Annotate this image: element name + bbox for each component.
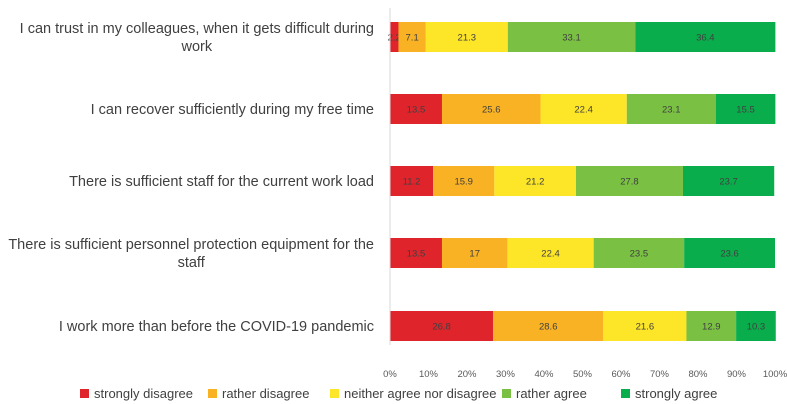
bar-segment	[441, 238, 508, 268]
x-tick-label: 60%	[611, 369, 631, 380]
category-label: I can recover sufficiently during my fre…	[91, 102, 374, 118]
category-label: I can trust in my colleagues, when it ge…	[20, 21, 374, 37]
bar-segment	[507, 22, 636, 52]
bar-segment	[575, 166, 683, 196]
data-label: 11.2	[403, 177, 421, 188]
category-label: There is sufficient personnel protection…	[8, 237, 374, 253]
x-axis: 0% 10% 20% 30% 40% 50% 60% 70% 80% 90% 100%	[383, 8, 787, 380]
legend-swatch	[502, 389, 511, 398]
x-tick-label: 50%	[573, 369, 593, 380]
legend-swatch	[621, 389, 630, 398]
legend-label: neither agree nor disagree	[344, 386, 497, 401]
category-label: There is sufficient staff for the curren…	[69, 174, 374, 190]
x-tick-label: 10%	[419, 369, 439, 380]
data-label: 17	[469, 249, 480, 260]
bar-segment	[390, 238, 442, 268]
data-label: 21.2	[526, 177, 545, 188]
legend-label: rather disagree	[222, 386, 310, 401]
x-tick-label: 30%	[496, 369, 516, 380]
bar-segment	[736, 311, 776, 341]
bar-segment	[390, 22, 399, 52]
data-label: 7.1	[406, 33, 419, 44]
legend-swatch	[208, 389, 217, 398]
x-tick-label: 90%	[727, 369, 747, 380]
x-tick-label: 80%	[688, 369, 708, 380]
data-label: 12.9	[702, 322, 721, 333]
bar-segment	[390, 311, 494, 341]
data-label: 15.9	[454, 177, 473, 188]
legend-swatch	[330, 389, 339, 398]
stacked-bar-chart: I can trust in my colleagues, when it ge…	[8, 8, 787, 380]
bar-segment	[626, 94, 716, 124]
bar-segment	[540, 94, 627, 124]
bar-segment	[635, 22, 776, 52]
bar-segment	[433, 166, 495, 196]
data-label: 13.5	[407, 105, 426, 116]
data-label: 23.5	[630, 249, 649, 260]
category-labels: I can trust in my colleagues, when it ge…	[8, 21, 374, 335]
x-tick-label: 100%	[763, 369, 787, 380]
data-label: 23.1	[662, 105, 681, 116]
data-label: 22.4	[574, 105, 593, 116]
bar-segment	[494, 166, 576, 196]
legend-item: neither agree nor disagree	[330, 386, 497, 401]
legend-item: rather disagree	[208, 386, 309, 401]
data-label: 10.3	[747, 322, 766, 333]
bar-segment	[593, 238, 685, 268]
bar-segment	[441, 94, 541, 124]
category-label: staff	[178, 255, 206, 271]
bar-segment	[603, 311, 687, 341]
bar-segment	[390, 94, 442, 124]
bar-segment	[686, 311, 737, 341]
x-tick-label: 70%	[650, 369, 670, 380]
legend-item: strongly agree	[621, 386, 717, 401]
data-label: 2.2	[388, 33, 401, 44]
bar-segment	[715, 94, 776, 124]
bar-segment	[684, 238, 775, 268]
data-label: 28.6	[539, 322, 558, 333]
data-label: 22.4	[541, 249, 560, 260]
bar-segment	[425, 22, 508, 52]
data-label: 36.4	[696, 33, 715, 44]
x-tick-label: 0%	[383, 369, 397, 380]
bar-segment	[493, 311, 604, 341]
legend-label: strongly agree	[635, 386, 718, 401]
legend-item: strongly disagree	[80, 386, 193, 401]
bar-segment	[398, 22, 426, 52]
data-label: 33.1	[562, 33, 581, 44]
x-tick-label: 40%	[534, 369, 554, 380]
bar-segment	[682, 166, 775, 196]
legend-label: rather agree	[516, 386, 587, 401]
data-label: 25.6	[482, 105, 501, 116]
data-label: 23.7	[719, 177, 738, 188]
data-label: 21.6	[636, 322, 655, 333]
data-label: 23.6	[720, 249, 739, 260]
data-label: 27.8	[620, 177, 639, 188]
x-tick-label: 20%	[457, 369, 477, 380]
data-label: 13.5	[407, 249, 426, 260]
category-label: I work more than before the COVID-19 pan…	[59, 319, 374, 335]
bar-segment	[507, 238, 594, 268]
data-label: 15.5	[736, 105, 755, 116]
data-label: 21.3	[458, 33, 477, 44]
data-label: 26.8	[432, 322, 451, 333]
legend-label: strongly disagree	[94, 386, 193, 401]
bar-segment	[390, 166, 434, 196]
bars: 2.2 7.1 21.3 33.1 36.4 13.5 25.6 22.4 23.1 15.5 11…	[388, 22, 776, 341]
category-label: work	[181, 39, 213, 55]
legend-swatch	[80, 389, 89, 398]
legend: strongly disagree rather disagree neither …	[0, 382, 787, 404]
legend-item: rather agree	[502, 386, 587, 401]
